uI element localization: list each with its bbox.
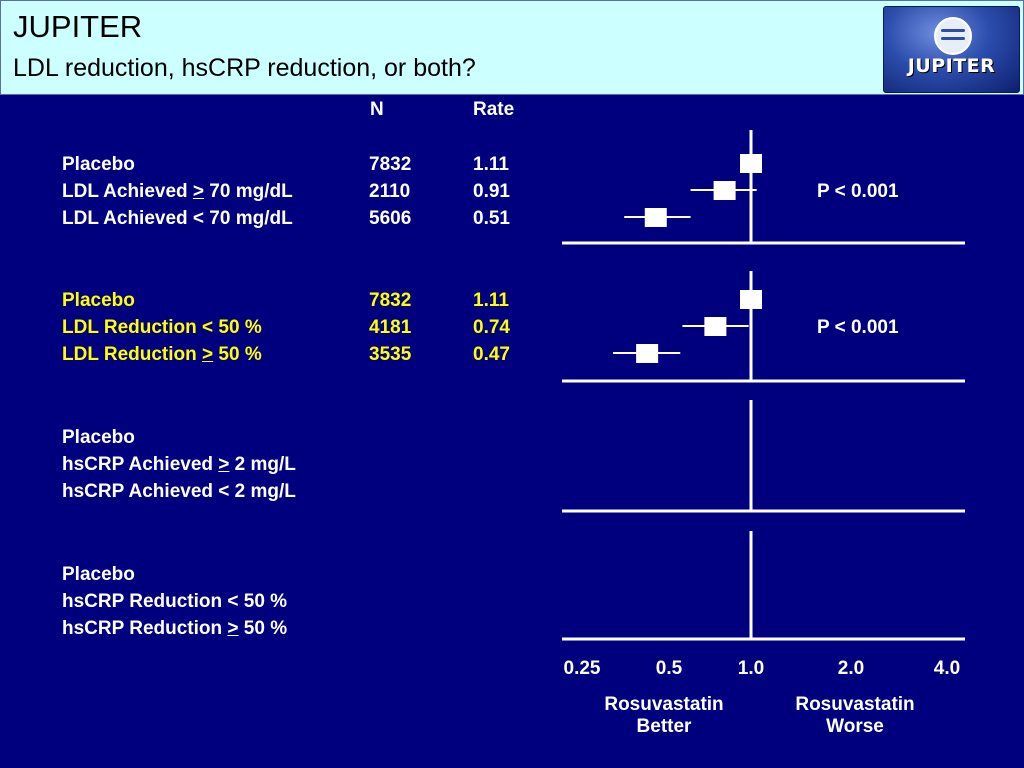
logo-text: JUPITER	[907, 55, 996, 77]
row-label-symbol: >	[218, 454, 230, 475]
caption-better-line1: Rosuvastatin	[604, 694, 724, 715]
col-header-rate: Rate	[473, 99, 515, 120]
caption-worse-line2: Worse	[826, 716, 884, 737]
row-n: 4181	[369, 317, 412, 338]
row-label-text: hsCRP Reduction < 50 %	[62, 591, 288, 612]
p-value: P < 0.001	[817, 317, 899, 338]
x-tick-label: 1.0	[737, 658, 765, 679]
row-label-symbol: >	[227, 618, 239, 639]
row-label: hsCRP Reduction < 50 %	[62, 592, 287, 611]
row-rate: 1.11	[473, 154, 509, 175]
row-label-suffix: 50 %	[238, 618, 288, 639]
row-label-text: Placebo	[62, 290, 135, 311]
row-label: hsCRP Reduction > 50 %	[62, 619, 287, 638]
row-label-text: Placebo	[62, 564, 135, 585]
logo-emblem-icon	[934, 17, 972, 55]
hazard-ratio-marker	[636, 344, 659, 363]
caption-worse-line1: Rosuvastatin	[795, 694, 915, 715]
hazard-ratio-marker	[740, 290, 762, 309]
row-label: Placebo	[62, 155, 135, 174]
slide-title: JUPITER	[13, 9, 143, 44]
x-tick-label: 0.5	[655, 658, 683, 679]
row-rate: 0.91	[473, 181, 510, 202]
row-label: Placebo	[62, 565, 135, 584]
caption-better-line2: Better	[636, 716, 692, 737]
p-value: P < 0.001	[817, 181, 899, 202]
row-label-text: hsCRP Reduction	[62, 618, 228, 639]
x-tick-label: 4.0	[933, 658, 961, 679]
row-rate: 1.11	[473, 290, 509, 311]
row-label-symbol: >	[202, 344, 214, 365]
row-label: Placebo	[62, 428, 135, 447]
row-label-text: Placebo	[62, 427, 135, 448]
row-label: LDL Achieved < 70 mg/dL	[62, 209, 293, 228]
row-label-text: hsCRP Achieved	[62, 454, 219, 475]
row-rate: 0.51	[473, 208, 510, 229]
row-n: 3535	[369, 344, 412, 365]
row-n: 7832	[369, 154, 412, 175]
x-tick-label: 0.25	[563, 658, 601, 679]
row-n: 7832	[369, 290, 412, 311]
axis-caption-worse: Rosuvastatin Worse	[792, 694, 918, 738]
row-label-symbol: >	[192, 181, 205, 202]
jupiter-logo: JUPITER	[883, 6, 1020, 93]
row-label-suffix: 2 mg/L	[229, 454, 296, 475]
row-label-text: LDL Achieved < 70 mg/dL	[62, 208, 293, 229]
row-label: hsCRP Achieved > 2 mg/L	[62, 455, 296, 474]
row-rate: 0.47	[473, 344, 510, 365]
hazard-ratio-marker	[644, 208, 667, 227]
row-label: LDL Achieved > 70 mg/dL	[62, 182, 293, 201]
row-label: LDL Reduction < 50 %	[62, 318, 262, 337]
row-n: 5606	[369, 208, 412, 229]
hazard-ratio-marker	[713, 181, 736, 200]
row-label: LDL Reduction > 50 %	[62, 345, 262, 364]
row-label-text: LDL Achieved	[62, 181, 193, 202]
row-label-text: LDL Reduction < 50 %	[62, 317, 262, 338]
row-label: hsCRP Achieved < 2 mg/L	[62, 482, 296, 501]
row-label: Placebo	[62, 291, 135, 310]
row-rate: 0.74	[473, 317, 510, 338]
row-label-text: LDL Reduction	[62, 344, 203, 365]
col-header-n: N	[370, 99, 384, 120]
hazard-ratio-marker	[740, 154, 762, 173]
hazard-ratio-marker	[704, 317, 727, 336]
slide-subtitle: LDL reduction, hsCRP reduction, or both?	[13, 54, 476, 82]
x-tick-label: 2.0	[837, 658, 865, 679]
header-bar: JUPITER LDL reduction, hsCRP reduction, …	[0, 0, 1024, 95]
row-label-suffix: 70 mg/dL	[204, 181, 293, 202]
axis-caption-better: Rosuvastatin Better	[601, 694, 727, 738]
row-label-text: Placebo	[62, 154, 135, 175]
row-n: 2110	[369, 181, 411, 202]
row-label-text: hsCRP Achieved < 2 mg/L	[62, 481, 296, 502]
row-label-suffix: 50 %	[213, 344, 262, 365]
